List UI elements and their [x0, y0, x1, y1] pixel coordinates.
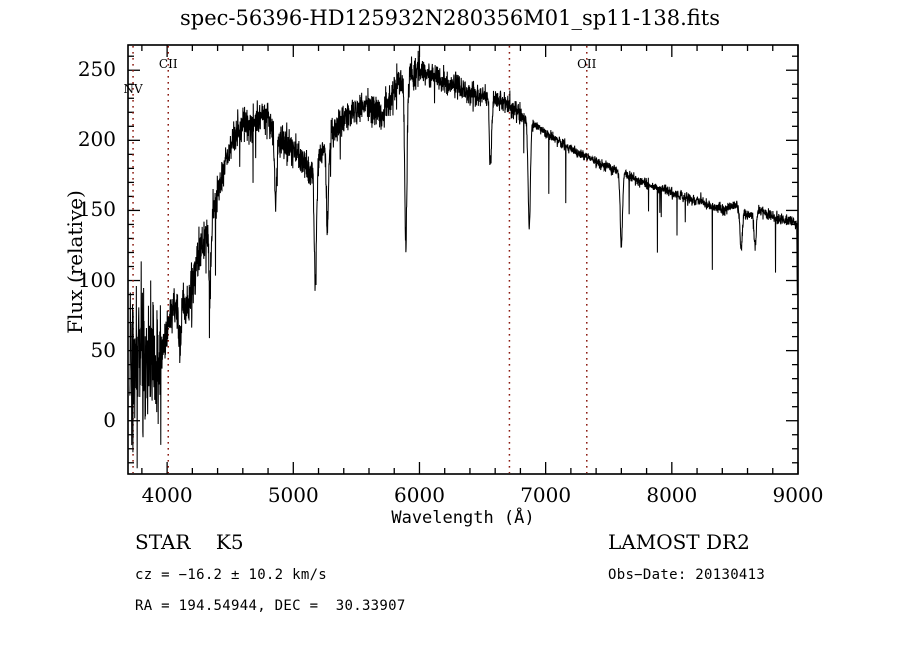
y-tick-label: 50 — [90, 337, 116, 362]
line-annotation-cii: CII — [158, 57, 178, 71]
footer-left-block: STAR K5 cz = −16.2 ± 10.2 km/s RA = 194.… — [135, 530, 406, 629]
coordinates-label: RA = 194.54944, DEC = 30.33907 — [135, 598, 406, 614]
x-tick-label: 6000 — [394, 483, 445, 507]
survey-label: LAMOST DR2 — [608, 530, 750, 554]
object-class-label: STAR K5 — [135, 530, 244, 554]
plot-frame — [127, 44, 799, 475]
axis-ticks — [128, 45, 799, 474]
y-tick-label: 250 — [77, 57, 116, 82]
obs-date-label: Obs−Date: 20130413 — [608, 567, 766, 583]
y-tick-label: 150 — [77, 197, 116, 222]
y-tick-label: 200 — [77, 127, 116, 152]
line-annotation-oii: OII — [577, 57, 597, 71]
x-tick-label: 9000 — [772, 483, 824, 507]
x-axis-title: Wavelength (Å) — [391, 508, 535, 528]
y-tick-label: 0 — [103, 407, 116, 432]
plot-frame-overlay — [127, 44, 799, 475]
page-title: spec-56396-HD125932N280356M01_sp11-138.f… — [179, 6, 720, 30]
line-annotation-nv: NV — [123, 82, 143, 96]
x-tick-label: 8000 — [646, 483, 698, 507]
x-tick-label: 7000 — [520, 483, 572, 507]
x-tick-label: 4000 — [141, 483, 193, 507]
spectrum-trace — [129, 50, 799, 469]
y-axis-title: Flux (relative) — [63, 190, 87, 334]
footer-right-block: LAMOST DR2 Obs−Date: 20130413 — [608, 530, 765, 598]
y-tick-label: 100 — [77, 267, 116, 292]
x-tick-label: 5000 — [267, 483, 319, 507]
cz-label: cz = −16.2 ± 10.2 km/s — [135, 567, 328, 583]
footer: STAR K5 cz = −16.2 ± 10.2 km/s RA = 194.… — [0, 530, 900, 650]
